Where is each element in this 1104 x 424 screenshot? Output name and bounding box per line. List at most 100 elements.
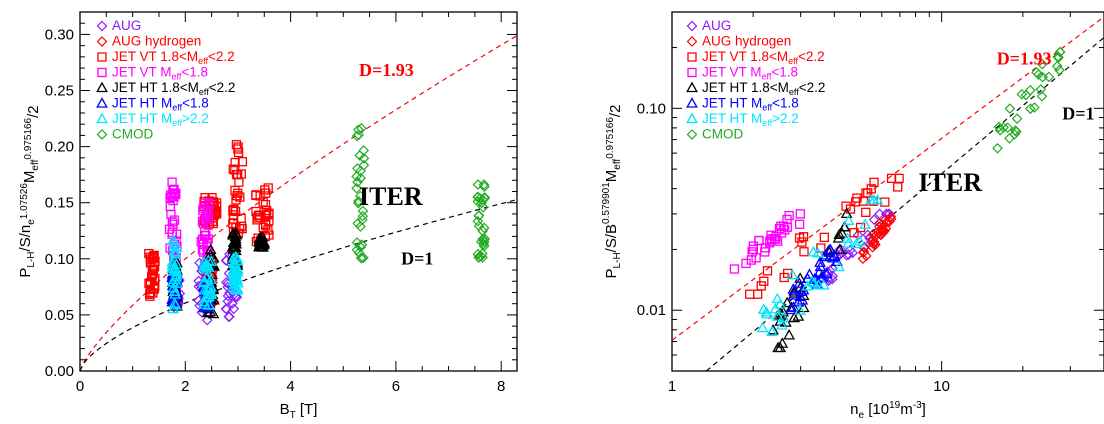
- diamond-marker: [193, 275, 204, 287]
- y-tick-label: 0.10: [45, 251, 74, 268]
- square-marker: [741, 258, 751, 269]
- triangle-marker: [255, 237, 268, 249]
- legend-entry: CMOD: [112, 127, 153, 142]
- fit-line-label: D=1: [401, 248, 433, 268]
- square-marker: [234, 177, 244, 187]
- legend-entry: JET VT 1.8<Meff<2.2: [112, 49, 235, 66]
- legend-name: JET HT M: [112, 96, 172, 111]
- square-marker: [771, 231, 781, 242]
- legend-entry: JET HT Meff>2.2: [702, 111, 799, 128]
- square-marker: [203, 219, 213, 230]
- x-label-end: ]: [922, 401, 926, 418]
- diamond-marker: [472, 196, 484, 207]
- legend-sub: eff: [762, 118, 772, 128]
- y-label-part: /2: [25, 105, 42, 118]
- left-chart-panel: 0 2 4 6 8 0.00 0.05 0.10 0.15 0.20 0.25 0.30 D=1.93 D…: [17, 11, 518, 421]
- triangle-marker: [202, 254, 215, 265]
- square-marker: [230, 157, 240, 168]
- diamond-marker: [1051, 60, 1063, 72]
- triangle-marker: [842, 214, 855, 225]
- y-label-sub: L-H: [612, 252, 623, 268]
- triangle-marker: [168, 285, 181, 296]
- square-marker: [819, 232, 829, 243]
- triangle-marker: [838, 221, 851, 232]
- square-marker: [233, 147, 244, 158]
- y-label-part: P: [17, 268, 34, 278]
- square-marker: [861, 207, 871, 217]
- triangle-marker: [859, 218, 871, 229]
- triangle-marker: [787, 283, 800, 294]
- fit-line: [80, 199, 517, 371]
- square-marker: [729, 264, 740, 274]
- y-label-sub: eff: [30, 159, 41, 170]
- square-marker: [866, 184, 876, 194]
- diamond-marker: [686, 129, 698, 140]
- diamond-marker: [992, 142, 1003, 154]
- diamond-marker: [473, 252, 485, 263]
- diamond-marker: [352, 197, 364, 209]
- y-label-part: /S/n: [17, 225, 34, 252]
- diamond-marker: [478, 236, 490, 248]
- triangle-marker: [760, 306, 773, 317]
- legend-entry: JET HT 1.8<Meff<2.2: [112, 80, 235, 97]
- legend-name: JET HT M: [112, 111, 172, 126]
- square-marker: [886, 173, 897, 183]
- legend-sub: eff: [172, 118, 182, 128]
- diamond-marker: [351, 130, 363, 142]
- diamond-marker: [1002, 122, 1013, 134]
- triangle-marker: [771, 310, 784, 321]
- diamond-marker: [1036, 90, 1048, 102]
- x-label-main: B: [280, 401, 290, 418]
- diamond-marker: [358, 145, 370, 156]
- diamond-marker: [358, 153, 370, 164]
- triangle-marker: [840, 207, 853, 219]
- triangle-marker: [824, 243, 837, 255]
- triangle-marker: [756, 321, 769, 333]
- triangle-marker: [167, 234, 180, 245]
- diamond-marker: [201, 314, 213, 326]
- legend-sub: eff: [199, 87, 209, 97]
- x-tick-label: 8: [497, 378, 505, 395]
- y-label-part: M: [603, 170, 620, 183]
- square-marker: [795, 209, 805, 219]
- y-tick-label: 0.25: [45, 83, 74, 100]
- triangle-marker: [169, 246, 182, 257]
- triangle-marker: [774, 298, 787, 309]
- triangle-marker: [814, 260, 827, 272]
- triangle-marker: [795, 285, 808, 296]
- legend-tail: >2.2: [772, 111, 799, 126]
- square-marker: [97, 67, 107, 78]
- y-tick-label: 0.05: [45, 307, 74, 324]
- triangle-marker: [833, 228, 846, 240]
- square-marker: [150, 257, 160, 267]
- diamond-marker: [885, 213, 897, 225]
- x-tick-label: 0: [76, 378, 84, 395]
- triangle-marker: [231, 277, 244, 288]
- diamond-marker: [1053, 52, 1064, 64]
- x-label-unit: [T]: [296, 401, 318, 418]
- x-label-unit2: m: [900, 401, 913, 418]
- legend-name: AUG hydrogen: [702, 34, 791, 49]
- triangle-marker: [230, 238, 243, 249]
- square-marker: [147, 272, 157, 282]
- legend-sub: eff: [788, 56, 798, 66]
- diamond-marker: [1054, 46, 1066, 58]
- triangle-marker: [231, 265, 244, 277]
- diamond-marker: [833, 245, 844, 257]
- diamond-marker: [226, 298, 238, 309]
- square-marker: [237, 157, 248, 167]
- triangle-marker: [229, 235, 242, 246]
- diamond-marker: [1016, 88, 1028, 100]
- triangle-marker: [833, 243, 846, 254]
- x-tick-label: 4: [286, 378, 294, 395]
- triangle-marker: [168, 245, 181, 257]
- y-label-part: P: [603, 268, 620, 278]
- diamond-marker: [867, 234, 879, 245]
- triangle-marker: [786, 268, 799, 280]
- square-marker: [855, 222, 866, 233]
- triangle-marker: [231, 283, 244, 294]
- legend-entry: AUG hydrogen: [702, 34, 791, 49]
- square-marker: [204, 199, 214, 210]
- legend-entry: AUG: [112, 18, 141, 33]
